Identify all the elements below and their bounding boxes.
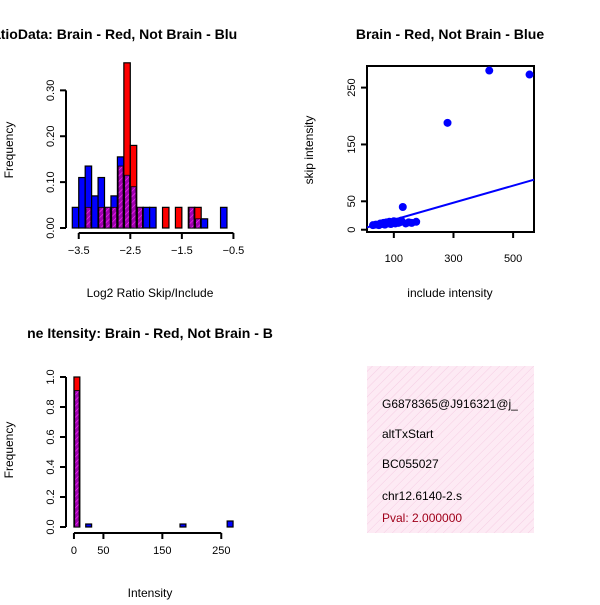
scatter-y-tick-label: 50 [346, 195, 358, 207]
intensity-hist-y-tick-label: 0.0 [45, 519, 57, 534]
intensity-hist-y-tick-label: 0.8 [45, 399, 57, 414]
intensity-histogram-ylabel: Frequency [2, 422, 16, 479]
ratio-hist-bar [91, 195, 99, 229]
ratio-hist-overlap-bar [195, 218, 201, 229]
ratio-hist-overlap-bar [111, 206, 118, 229]
scatter-point [485, 66, 494, 75]
ratio-hist-y-tick-label: 0.00 [45, 217, 57, 238]
intensity-histogram-bars [73, 376, 234, 528]
ratio-hist-bar [174, 206, 183, 229]
intensity-hist-y-tick-label: 0.4 [45, 459, 57, 474]
ratio-hist-overlap-bar [98, 206, 105, 229]
ratio-histogram-bars [71, 62, 228, 229]
ratio-hist-bar [149, 206, 157, 229]
ratio-hist-overlap-bar [124, 174, 130, 229]
ratio-hist-overlap-bar [104, 206, 111, 229]
ratio-histogram-ylabel: Frequency [2, 122, 16, 179]
intensity-hist-x-tick-label: 250 [212, 545, 230, 557]
info-panel-background [367, 366, 534, 533]
info-location: chr12.6140-2.s [382, 489, 462, 503]
ratio-histogram-xlabel: Log2 Ratio Skip/Include [87, 286, 214, 300]
scatter-point [398, 202, 407, 211]
intensity-hist-x-tick-label: 0 [71, 545, 77, 557]
ratio-hist-y-tick-label: 0.10 [45, 171, 57, 192]
intensity-histogram-xlabel: Intensity [128, 586, 173, 600]
ratio-hist-overlap-bar [130, 186, 137, 229]
info-accession: BC055027 [382, 457, 439, 471]
intensity-hist-bar [179, 523, 187, 528]
scatter-point [443, 118, 452, 127]
regression-line [366, 178, 535, 229]
ratio-histogram-panel: RatioData: Brain - Red, Not Brain - Blu … [0, 26, 244, 300]
ratio-hist-x-tick-label: −2.5 [119, 245, 141, 257]
ratio-hist-bar [71, 206, 80, 229]
scatter-point [525, 70, 534, 79]
scatter-points [368, 66, 534, 230]
scatter-title: Brain - Red, Not Brain - Blue [356, 26, 544, 42]
ratio-hist-overlap-bar [117, 165, 124, 229]
intensity-hist-x-tick-label: 50 [97, 545, 109, 557]
info-gene-id: G6878365@J916321@j_ [382, 397, 518, 411]
scatter-plot-box [366, 65, 535, 233]
scatter-x-tick-label: 100 [385, 253, 403, 265]
ratio-hist-bar [161, 206, 170, 229]
scatter-y-tick-label: 150 [346, 135, 358, 153]
ratio-hist-bar [142, 206, 151, 229]
info-panel: G6878365@J916321@j_ altTxStart BC055027 … [367, 366, 534, 533]
scatter-point [412, 217, 421, 226]
intensity-hist-y-tick-label: 0.2 [45, 489, 57, 504]
intensity-hist-bar [226, 520, 234, 528]
ratio-hist-x-tick-label: −0.5 [223, 245, 245, 257]
intensity-histogram-axes: 0.0 0.2 0.4 0.6 0.8 1.0 0 50 150 250 [45, 369, 230, 557]
info-event-type: altTxStart [382, 427, 434, 441]
scatter-y-tick-label: 250 [346, 78, 358, 96]
ratio-hist-bar [200, 218, 209, 229]
ratio-hist-y-tick-label: 0.30 [45, 80, 57, 101]
ratio-histogram-axes: 0.00 0.10 0.20 0.30 −3.5 −2.5 −1.5 −0.5 [45, 80, 244, 257]
scatter-xlabel: include intensity [407, 286, 492, 300]
ratio-histogram-title: RatioData: Brain - Red, Not Brain - Blu [0, 26, 237, 42]
ratio-hist-overlap-bar [137, 206, 143, 229]
ratio-hist-x-tick-label: −3.5 [68, 245, 90, 257]
ratio-hist-bar [219, 206, 228, 229]
ratio-hist-bar [78, 176, 86, 229]
info-pval: Pval: 2.000000 [382, 511, 462, 525]
ratio-hist-y-tick-label: 0.20 [45, 126, 57, 147]
ratio-hist-overlap-bar [188, 206, 195, 229]
intensity-hist-y-tick-label: 0.6 [45, 429, 57, 444]
scatter-ylabel: skip intensity [302, 116, 316, 185]
scatter-y-tick-label: 0 [346, 227, 358, 233]
scatter-x-tick-label: 500 [504, 253, 522, 265]
intensity-histogram-title: ne Itensity: Brain - Red, Not Brain - B [27, 325, 273, 341]
scatter-panel: Brain - Red, Not Brain - Blue 0 50 150 250 1… [302, 26, 544, 300]
ratio-hist-overlap-bar [85, 206, 92, 229]
intensity-hist-bar [85, 523, 93, 528]
scatter-axes: 0 50 150 250 100 300 500 [346, 78, 522, 265]
intensity-hist-overlap-bar [74, 390, 80, 528]
intensity-hist-x-tick-label: 150 [153, 545, 171, 557]
ratio-hist-x-tick-label: −1.5 [171, 245, 193, 257]
intensity-hist-y-tick-label: 1.0 [45, 369, 57, 384]
intensity-histogram-panel: ne Itensity: Brain - Red, Not Brain - B … [2, 325, 273, 600]
scatter-x-tick-label: 300 [444, 253, 462, 265]
